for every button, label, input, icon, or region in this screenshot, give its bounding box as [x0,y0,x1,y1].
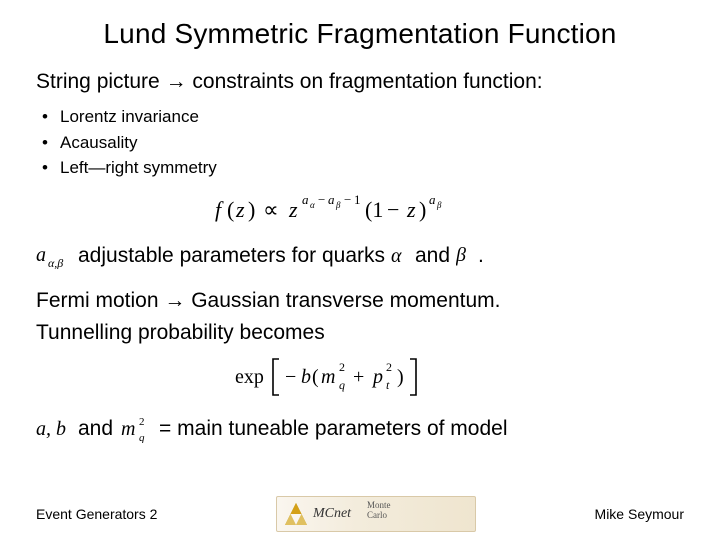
svg-text:α: α [310,200,315,210]
svg-text:1: 1 [354,192,361,207]
bullet-item: Lorentz invariance [38,104,684,130]
svg-text:α,β: α,β [48,256,63,269]
svg-text:β: β [436,200,442,210]
svg-text:2: 2 [139,416,145,428]
param-text-mid: adjustable parameters for quarks [78,244,385,268]
svg-text:2: 2 [339,360,345,374]
svg-text:): ) [248,197,255,222]
svg-text:a: a [36,244,46,266]
fermi-pre: Fermi motion [36,289,164,312]
svg-text:2: 2 [386,360,392,374]
svg-text:(: ( [227,197,234,222]
svg-text:z: z [235,197,245,222]
page-title: Lund Symmetric Fragmentation Function [36,18,684,50]
bullet-item: Acausality [38,130,684,156]
svg-text:a, b: a, b [36,418,66,440]
svg-text:(1: (1 [365,197,383,222]
svg-text:): ) [419,197,426,222]
footer-right: Mike Seymour [595,506,684,522]
tune-and: and [78,417,113,441]
symbol-alpha-icon: α [391,245,409,267]
svg-text:z: z [406,197,416,222]
footer-left: Event Generators 2 [36,506,157,522]
logo-main-text: MCnet [313,507,351,521]
svg-text:α: α [391,245,402,267]
svg-text:∝: ∝ [263,197,279,222]
svg-text:f: f [215,197,224,222]
equation-tunnelling: exp − b ( m 2 q + p 2 t ) [36,353,684,401]
symbol-a-alpha-beta-icon: a α,β [36,243,72,269]
mcnet-logo: MCnet Monte Carlo [276,496,476,532]
bullet-list: Lorentz invariance Acausality Left—right… [38,104,684,181]
svg-text:b: b [301,366,311,388]
svg-text:−: − [344,192,351,207]
svg-text:β: β [456,244,466,266]
svg-text:−: − [387,197,399,222]
footer: Event Generators 2 MCnet Monte Carlo Mik… [0,496,720,532]
fermi-line-2: Tunnelling probability becomes [36,319,684,347]
sierpinski-icon [283,501,309,527]
svg-text:q: q [139,432,145,443]
fermi-line-1: Fermi motion → Gaussian transverse momen… [36,287,684,315]
svg-text:t: t [386,378,390,392]
svg-text:q: q [339,378,345,392]
subtitle: String picture → constraints on fragment… [36,70,684,94]
svg-text:−: − [285,366,296,388]
symbol-beta-icon: β [456,243,472,269]
svg-text:β: β [335,200,341,210]
arrow-icon: → [164,289,185,312]
symbol-mq2-icon: m 2 q [121,415,151,443]
svg-text:(: ( [312,366,319,388]
tuneable-line: a, b and m 2 q = main tuneable parameter… [36,415,684,443]
subtitle-pre: String picture [36,70,166,93]
svg-text:z: z [288,197,298,222]
tune-eq: = main tuneable parameters of model [159,417,507,441]
svg-text:exp: exp [235,366,264,388]
slide: Lund Symmetric Fragmentation Function St… [0,0,720,540]
fermi-post: Gaussian transverse momentum. [185,289,500,312]
bullet-item: Left—right symmetry [38,155,684,181]
svg-text:−: − [318,192,325,207]
svg-text:p: p [371,366,383,388]
svg-text:a: a [302,192,309,207]
subtitle-post: constraints on fragmentation function: [187,70,543,93]
logo-sub-text: Monte Carlo [367,501,391,521]
symbol-ab-icon: a, b [36,417,70,441]
param-text-end: . [478,244,484,268]
svg-text:m: m [321,366,335,388]
svg-text:a: a [429,192,436,207]
equation-fragmentation: f ( z ) ∝ z a α − a β − 1 (1 − z [36,189,684,229]
svg-text:m: m [121,418,135,440]
arrow-icon: → [166,70,187,93]
svg-text:a: a [328,192,335,207]
parameters-line: a α,β adjustable parameters for quarks α… [36,243,684,269]
param-text-and: and [415,244,450,268]
svg-text:): ) [397,366,404,388]
svg-text:+: + [353,366,364,388]
